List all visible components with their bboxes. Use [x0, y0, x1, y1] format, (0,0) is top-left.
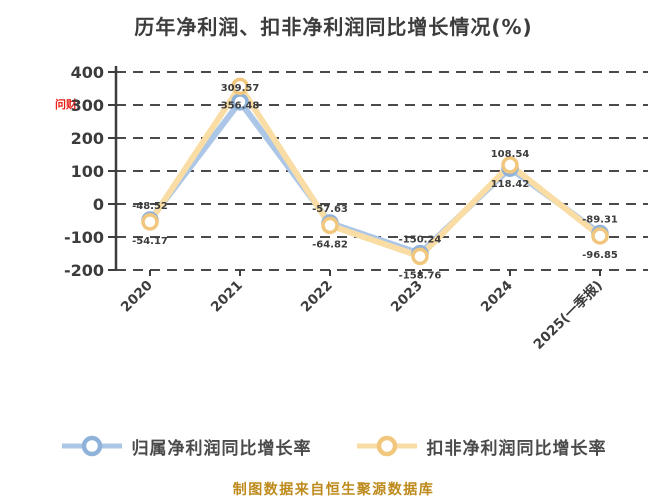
data-point-label: -150.24 — [399, 235, 442, 246]
red-logo: 问财 — [55, 98, 77, 111]
chart-legend: 归属净利润同比增长率 扣非净利润同比增长率 — [0, 433, 667, 459]
legend-label: 归属净利润同比增长率 — [131, 438, 312, 459]
y-tick-label: 400 — [71, 63, 104, 82]
x-tick-label: 2022 — [298, 278, 336, 316]
y-tick-label: 300 — [71, 96, 104, 115]
x-tick-label: 2024 — [478, 278, 516, 316]
x-tick-label: 2020 — [118, 278, 156, 316]
chart-title: 历年净利润、扣非净利润同比增长情况(%) — [134, 15, 533, 39]
data-point-marker[interactable] — [321, 216, 339, 235]
data-point-marker[interactable] — [591, 227, 609, 245]
data-point-label: 108.54 — [491, 149, 530, 160]
x-tick-label: 2021 — [208, 278, 246, 316]
data-point-marker[interactable] — [231, 77, 249, 96]
data-point-label: 309.57 — [221, 83, 260, 94]
data-point-label: -48.52 — [132, 201, 168, 212]
legend-item-net-profit-growth[interactable]: 归属净利润同比增长率 — [61, 433, 312, 459]
data-point-label: -158.76 — [399, 270, 442, 281]
data-point-label: 118.42 — [491, 179, 530, 190]
data-point-marker[interactable] — [501, 156, 519, 174]
series-line — [147, 83, 603, 260]
legend-label: 扣非净利润同比增长率 — [426, 438, 607, 459]
x-tick-label: 2025(一季报) — [530, 277, 606, 353]
y-tick-label: -100 — [64, 228, 104, 247]
data-point-label: -96.85 — [582, 250, 618, 261]
data-point-marker[interactable] — [141, 213, 159, 231]
y-tick-label: 100 — [71, 162, 104, 181]
legend-item-deducted-net-profit-growth[interactable]: 扣非净利润同比增长率 — [356, 433, 607, 459]
data-point-label: -64.82 — [312, 239, 348, 250]
x-tick-label: 2023 — [388, 278, 426, 316]
legend-marker-yellow-icon — [356, 435, 417, 457]
legend-marker-blue-icon — [61, 435, 122, 457]
data-point-label: 356.48 — [221, 100, 260, 111]
data-point-label: -54.17 — [132, 236, 168, 247]
y-tick-label: -200 — [64, 261, 104, 280]
data-source-watermark: 制图数据来自恒生聚源数据库 — [232, 482, 435, 498]
y-tick-label: 200 — [71, 129, 104, 148]
y-tick-label: 0 — [93, 195, 104, 214]
data-point-label: -57.63 — [312, 204, 348, 215]
data-point-marker[interactable] — [411, 247, 429, 266]
data-point-label: -89.31 — [582, 214, 618, 225]
